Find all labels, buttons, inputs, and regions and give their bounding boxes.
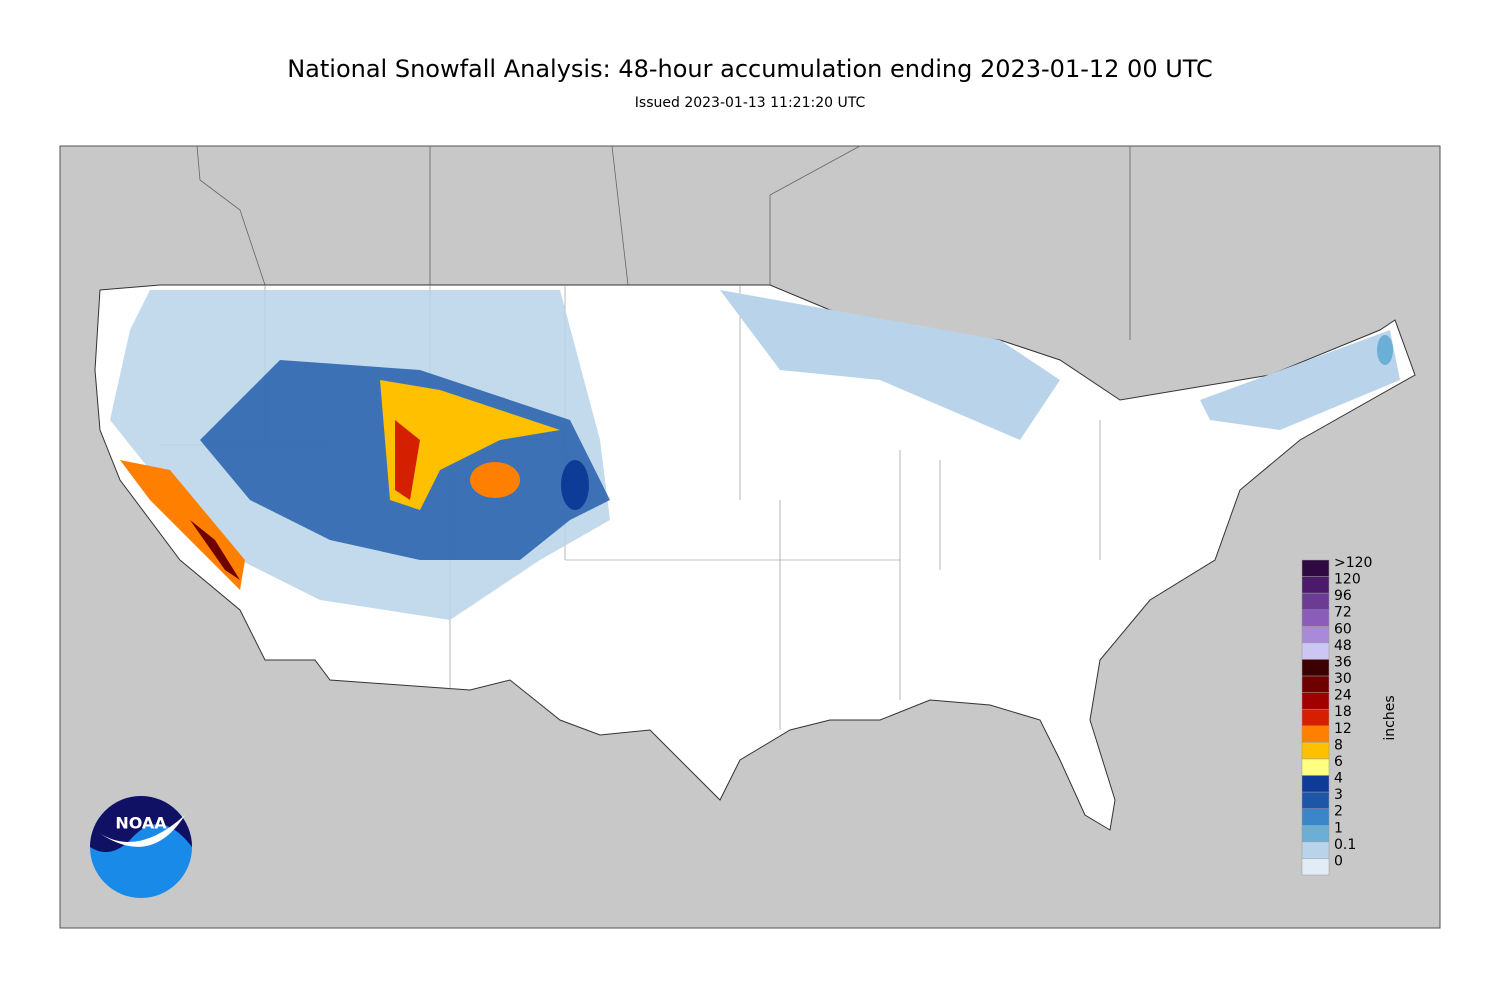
legend-swatch — [1301, 609, 1330, 627]
legend-label: 0.1 — [1334, 837, 1356, 853]
legend-label: 12 — [1334, 721, 1352, 737]
legend-swatch — [1301, 592, 1330, 610]
legend-swatch — [1301, 791, 1330, 809]
legend-label: 3 — [1334, 787, 1343, 803]
legend-label: 6 — [1334, 754, 1343, 770]
legend-swatch — [1301, 725, 1330, 743]
legend-label: 60 — [1334, 621, 1352, 637]
logo-text: NOAA — [115, 814, 167, 833]
legend-swatch — [1301, 675, 1330, 693]
legend-swatch — [1301, 841, 1330, 859]
legend-swatch — [1301, 659, 1330, 677]
legend-label: 2 — [1334, 804, 1343, 820]
legend-swatch — [1301, 642, 1330, 660]
legend-label: 1 — [1334, 820, 1343, 836]
legend-label: 24 — [1334, 688, 1352, 704]
legend-swatch — [1301, 742, 1330, 760]
legend-label: 36 — [1334, 654, 1352, 670]
legend-swatch — [1301, 626, 1330, 644]
legend-label: >120 — [1334, 555, 1372, 571]
legend-label: 8 — [1334, 737, 1343, 753]
legend-label: 72 — [1334, 605, 1352, 621]
snow-areas — [110, 290, 1400, 620]
legend-label: 30 — [1334, 671, 1352, 687]
legend-swatch — [1301, 576, 1330, 594]
legend-swatch — [1301, 825, 1330, 843]
legend-label: 4 — [1334, 771, 1343, 787]
borders — [196, 145, 1131, 340]
legend-label: 0 — [1334, 853, 1343, 869]
legend-swatch — [1301, 858, 1330, 876]
legend-label: 120 — [1334, 572, 1361, 588]
legend-label: 18 — [1334, 704, 1352, 720]
subtitle: Issued 2023-01-13 11:21:20 UTC — [635, 95, 866, 111]
legend-swatch — [1301, 708, 1330, 727]
legend-unit: inches — [1382, 695, 1398, 740]
legend-swatch — [1301, 758, 1330, 776]
title: National Snowfall Analysis: 48-hour accu… — [287, 55, 1213, 83]
legend-swatch — [1301, 559, 1330, 577]
legend-swatch — [1301, 692, 1330, 710]
noaa-logo: NOAA — [90, 796, 192, 898]
legend-label: 96 — [1334, 588, 1352, 604]
legend-swatch — [1301, 808, 1330, 826]
legend-label: 48 — [1334, 638, 1352, 654]
legend-swatch — [1301, 775, 1330, 793]
